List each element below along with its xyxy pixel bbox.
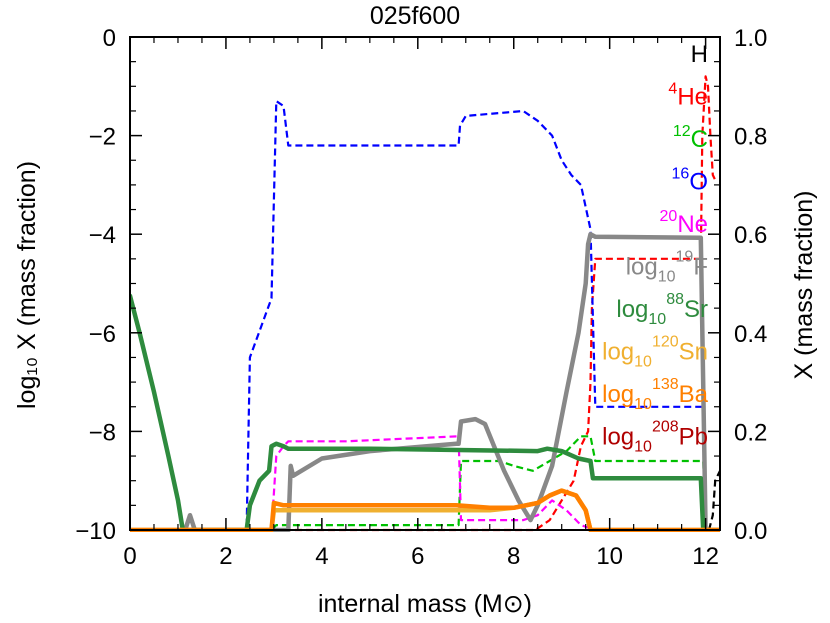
- legend-item-4he: 4He: [668, 81, 708, 111]
- x-tick-label: 8: [507, 543, 520, 570]
- x-tick-label: 10: [596, 543, 623, 570]
- y-right-tick-label: 0.4: [734, 321, 767, 348]
- plot-area: [129, 36, 721, 532]
- y-right-tick-label: 1.0: [734, 25, 767, 52]
- x-tick-label: 6: [411, 543, 424, 570]
- legend: H 4He 12C 16O 20Ne log1019F log1088Sr log10120S…: [602, 41, 709, 456]
- y-left-tick-label: −2: [89, 124, 116, 151]
- y-left-tick-label: −4: [89, 222, 116, 249]
- y-axis-right-label: X (mass fraction): [790, 191, 818, 380]
- legend-item-log10-19f: log1019F: [626, 249, 708, 286]
- legend-item-log10-208pb: log10208Pb: [602, 419, 708, 456]
- legend-item-log10-120sn: log10120Sn: [602, 334, 708, 371]
- x-tick-label: 0: [123, 543, 136, 570]
- y-axis-left-label: log₁₀ X (mass fraction): [13, 161, 41, 409]
- x-axis-label: internal mass (M⊙): [318, 590, 532, 618]
- chart-title: 025f600: [370, 2, 460, 30]
- legend-item-log10-88sr: log1088Sr: [616, 291, 708, 328]
- y-right-tick-label: 0.8: [734, 124, 767, 151]
- x-axis: 0 2 4 6 8 10 12: [123, 37, 719, 570]
- series-line-log10-138ba: [130, 488, 720, 532]
- series-lines: [130, 75, 720, 532]
- series-line-4he: [130, 75, 717, 532]
- series-line-12c: [130, 435, 707, 532]
- plot-frame: [129, 36, 721, 531]
- y-right-tick-label: 0.6: [734, 222, 767, 249]
- y-axis-left: 0 −2 −4 −6 −8 −10: [75, 25, 142, 545]
- x-tick-label: 2: [219, 543, 232, 570]
- x-tick-label: 4: [315, 543, 328, 570]
- y-left-tick-label: 0: [103, 25, 116, 52]
- y-axis-right: 1.0 0.8 0.6 0.4 0.2 0.0: [708, 25, 767, 545]
- x-tick-label: 12: [692, 543, 719, 570]
- y-left-tick-label: −10: [75, 518, 116, 545]
- series-line-16o: [130, 100, 707, 532]
- legend-item-12c: 12C: [673, 123, 708, 153]
- legend-item-16o: 16O: [672, 166, 708, 196]
- legend-item-log10-138ba: log10138Ba: [602, 376, 709, 413]
- series-line-h: [707, 470, 720, 531]
- legend-item-h: H: [691, 41, 708, 68]
- legend-item-20ne: 20Ne: [660, 208, 708, 238]
- series-line-log10-88sr: [130, 293, 720, 532]
- y-left-tick-label: −8: [89, 419, 116, 446]
- y-left-tick-label: −6: [89, 321, 116, 348]
- y-right-tick-label: 0.2: [734, 419, 767, 446]
- series-line-log10-19f: [182, 231, 708, 532]
- series-line-20ne: [130, 435, 720, 532]
- y-right-tick-label: 0.0: [734, 518, 767, 545]
